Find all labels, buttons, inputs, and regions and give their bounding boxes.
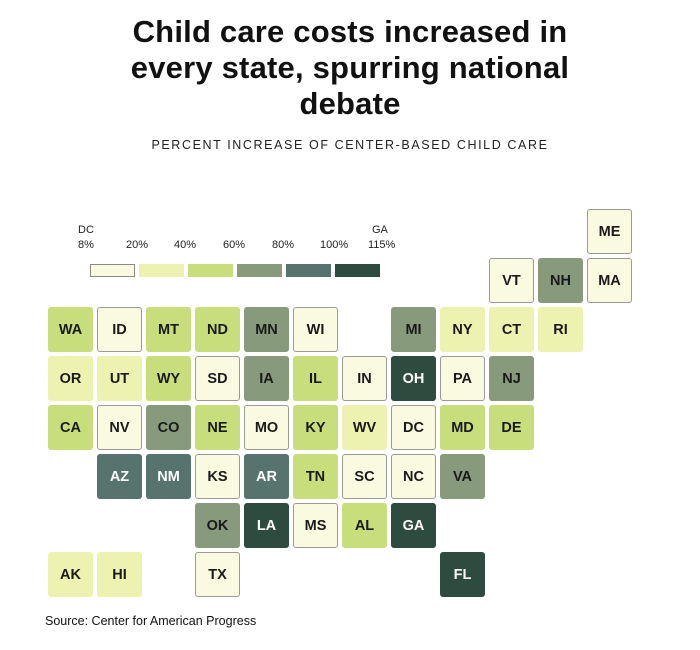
state-tile-ga: GA — [391, 503, 436, 548]
state-tile-az: AZ — [97, 454, 142, 499]
legend-swatch — [286, 264, 331, 277]
chart-title: Child care costs increased in every stat… — [0, 14, 700, 122]
state-tile-tx: TX — [195, 552, 240, 597]
state-tile-mi: MI — [391, 307, 436, 352]
state-tile-sc: SC — [342, 454, 387, 499]
state-tile-ut: UT — [97, 356, 142, 401]
state-tile-or: OR — [48, 356, 93, 401]
state-tile-al: AL — [342, 503, 387, 548]
legend-max-state: GA — [372, 224, 388, 236]
state-tile-ms: MS — [293, 503, 338, 548]
state-tile-ma: MA — [587, 258, 632, 303]
state-tile-il: IL — [293, 356, 338, 401]
state-tile-ca: CA — [48, 405, 93, 450]
state-tile-mt: MT — [146, 307, 191, 352]
state-tile-nd: ND — [195, 307, 240, 352]
state-tile-nm: NM — [146, 454, 191, 499]
state-tile-ky: KY — [293, 405, 338, 450]
legend-swatch — [90, 264, 135, 277]
state-tile-ri: RI — [538, 307, 583, 352]
state-tile-in: IN — [342, 356, 387, 401]
state-tile-oh: OH — [391, 356, 436, 401]
legend-break-label: 8% — [78, 239, 94, 251]
color-legend: DC GA 8% 20% 40% 60% 80% 100% 115% — [78, 222, 398, 282]
legend-break-label: 100% — [320, 239, 349, 251]
state-tile-ia: IA — [244, 356, 289, 401]
title-line-1: Child care costs increased in — [132, 14, 568, 49]
state-tile-me: ME — [587, 209, 632, 254]
legend-break-label: 60% — [223, 239, 246, 251]
legend-break-label: 40% — [174, 239, 197, 251]
legend-break-label: 80% — [272, 239, 295, 251]
state-tile-ks: KS — [195, 454, 240, 499]
state-tile-nh: NH — [538, 258, 583, 303]
state-tile-ne: NE — [195, 405, 240, 450]
legend-min-state: DC — [78, 224, 94, 236]
source-note: Source: Center for American Progress — [45, 614, 257, 628]
legend-swatch — [188, 264, 233, 277]
legend-swatch — [237, 264, 282, 277]
state-tile-md: MD — [440, 405, 485, 450]
state-tile-sd: SD — [195, 356, 240, 401]
state-tile-ct: CT — [489, 307, 534, 352]
state-tile-mo: MO — [244, 405, 289, 450]
state-tile-nv: NV — [97, 405, 142, 450]
state-tile-id: ID — [97, 307, 142, 352]
state-tile-vt: VT — [489, 258, 534, 303]
state-tile-ar: AR — [244, 454, 289, 499]
state-tile-dc: DC — [391, 405, 436, 450]
state-tile-nc: NC — [391, 454, 436, 499]
state-tile-wi: WI — [293, 307, 338, 352]
state-tile-ak: AK — [48, 552, 93, 597]
state-tile-wy: WY — [146, 356, 191, 401]
state-tile-la: LA — [244, 503, 289, 548]
state-tile-wv: WV — [342, 405, 387, 450]
state-tile-de: DE — [489, 405, 534, 450]
state-tile-ok: OK — [195, 503, 240, 548]
state-tile-pa: PA — [440, 356, 485, 401]
state-tile-co: CO — [146, 405, 191, 450]
state-tile-fl: FL — [440, 552, 485, 597]
state-tile-va: VA — [440, 454, 485, 499]
chart-subtitle: PERCENT INCREASE OF CENTER-BASED CHILD C… — [151, 138, 549, 152]
legend-break-label: 20% — [126, 239, 149, 251]
state-tile-tn: TN — [293, 454, 338, 499]
state-tile-hi: HI — [97, 552, 142, 597]
state-tile-nj: NJ — [489, 356, 534, 401]
legend-swatch — [335, 264, 380, 277]
state-tile-ny: NY — [440, 307, 485, 352]
legend-break-label: 115% — [368, 239, 396, 251]
title-line-2: every state, spurring national — [130, 50, 570, 85]
state-tile-wa: WA — [48, 307, 93, 352]
state-tile-mn: MN — [244, 307, 289, 352]
title-line-3: debate — [299, 86, 401, 121]
legend-swatch — [139, 264, 184, 277]
